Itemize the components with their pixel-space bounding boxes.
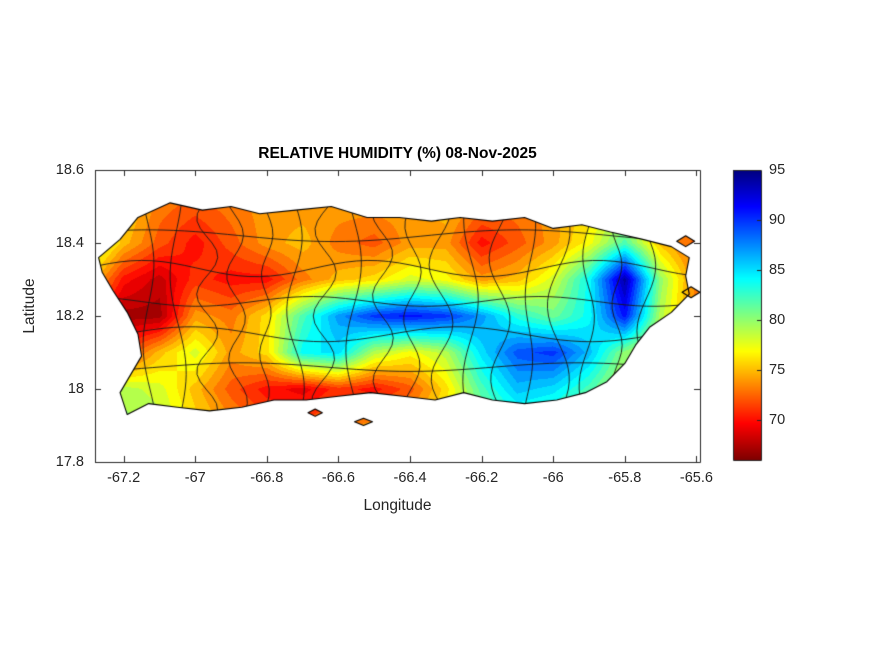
- y-tick-label: 18.6: [55, 161, 84, 178]
- y-tick-label: 18.2: [55, 307, 84, 324]
- x-tick-label: -67: [184, 470, 206, 486]
- x-tick-label: -66.2: [465, 470, 499, 486]
- x-tick-label: -66.4: [393, 470, 427, 486]
- x-axis-label: Longitude: [363, 497, 432, 514]
- x-tick-label: -66: [542, 470, 564, 486]
- x-tick-label: -65.6: [679, 470, 713, 486]
- colorbar-tick-label: 90: [769, 211, 786, 228]
- y-axis-label: Latitude: [21, 278, 38, 334]
- x-tick-label: -66.6: [321, 470, 355, 486]
- y-tick-label: 18.4: [55, 234, 84, 251]
- colorbar-tick-label: 95: [769, 161, 786, 178]
- chart-title: RELATIVE HUMIDITY (%) 08-Nov-2025: [258, 145, 537, 162]
- y-tick-label: 17.8: [55, 453, 84, 470]
- x-tick-label: -65.8: [608, 470, 642, 486]
- x-tick-label: -66.8: [250, 470, 284, 486]
- y-tick-label: 18: [67, 380, 84, 397]
- x-tick-label: -67.2: [107, 470, 141, 486]
- colorbar-tick-label: 85: [769, 261, 786, 278]
- colorbar-tick-label: 80: [769, 311, 786, 328]
- colorbar-tick-label: 75: [769, 361, 786, 378]
- colorbar-tick-label: 70: [769, 411, 786, 428]
